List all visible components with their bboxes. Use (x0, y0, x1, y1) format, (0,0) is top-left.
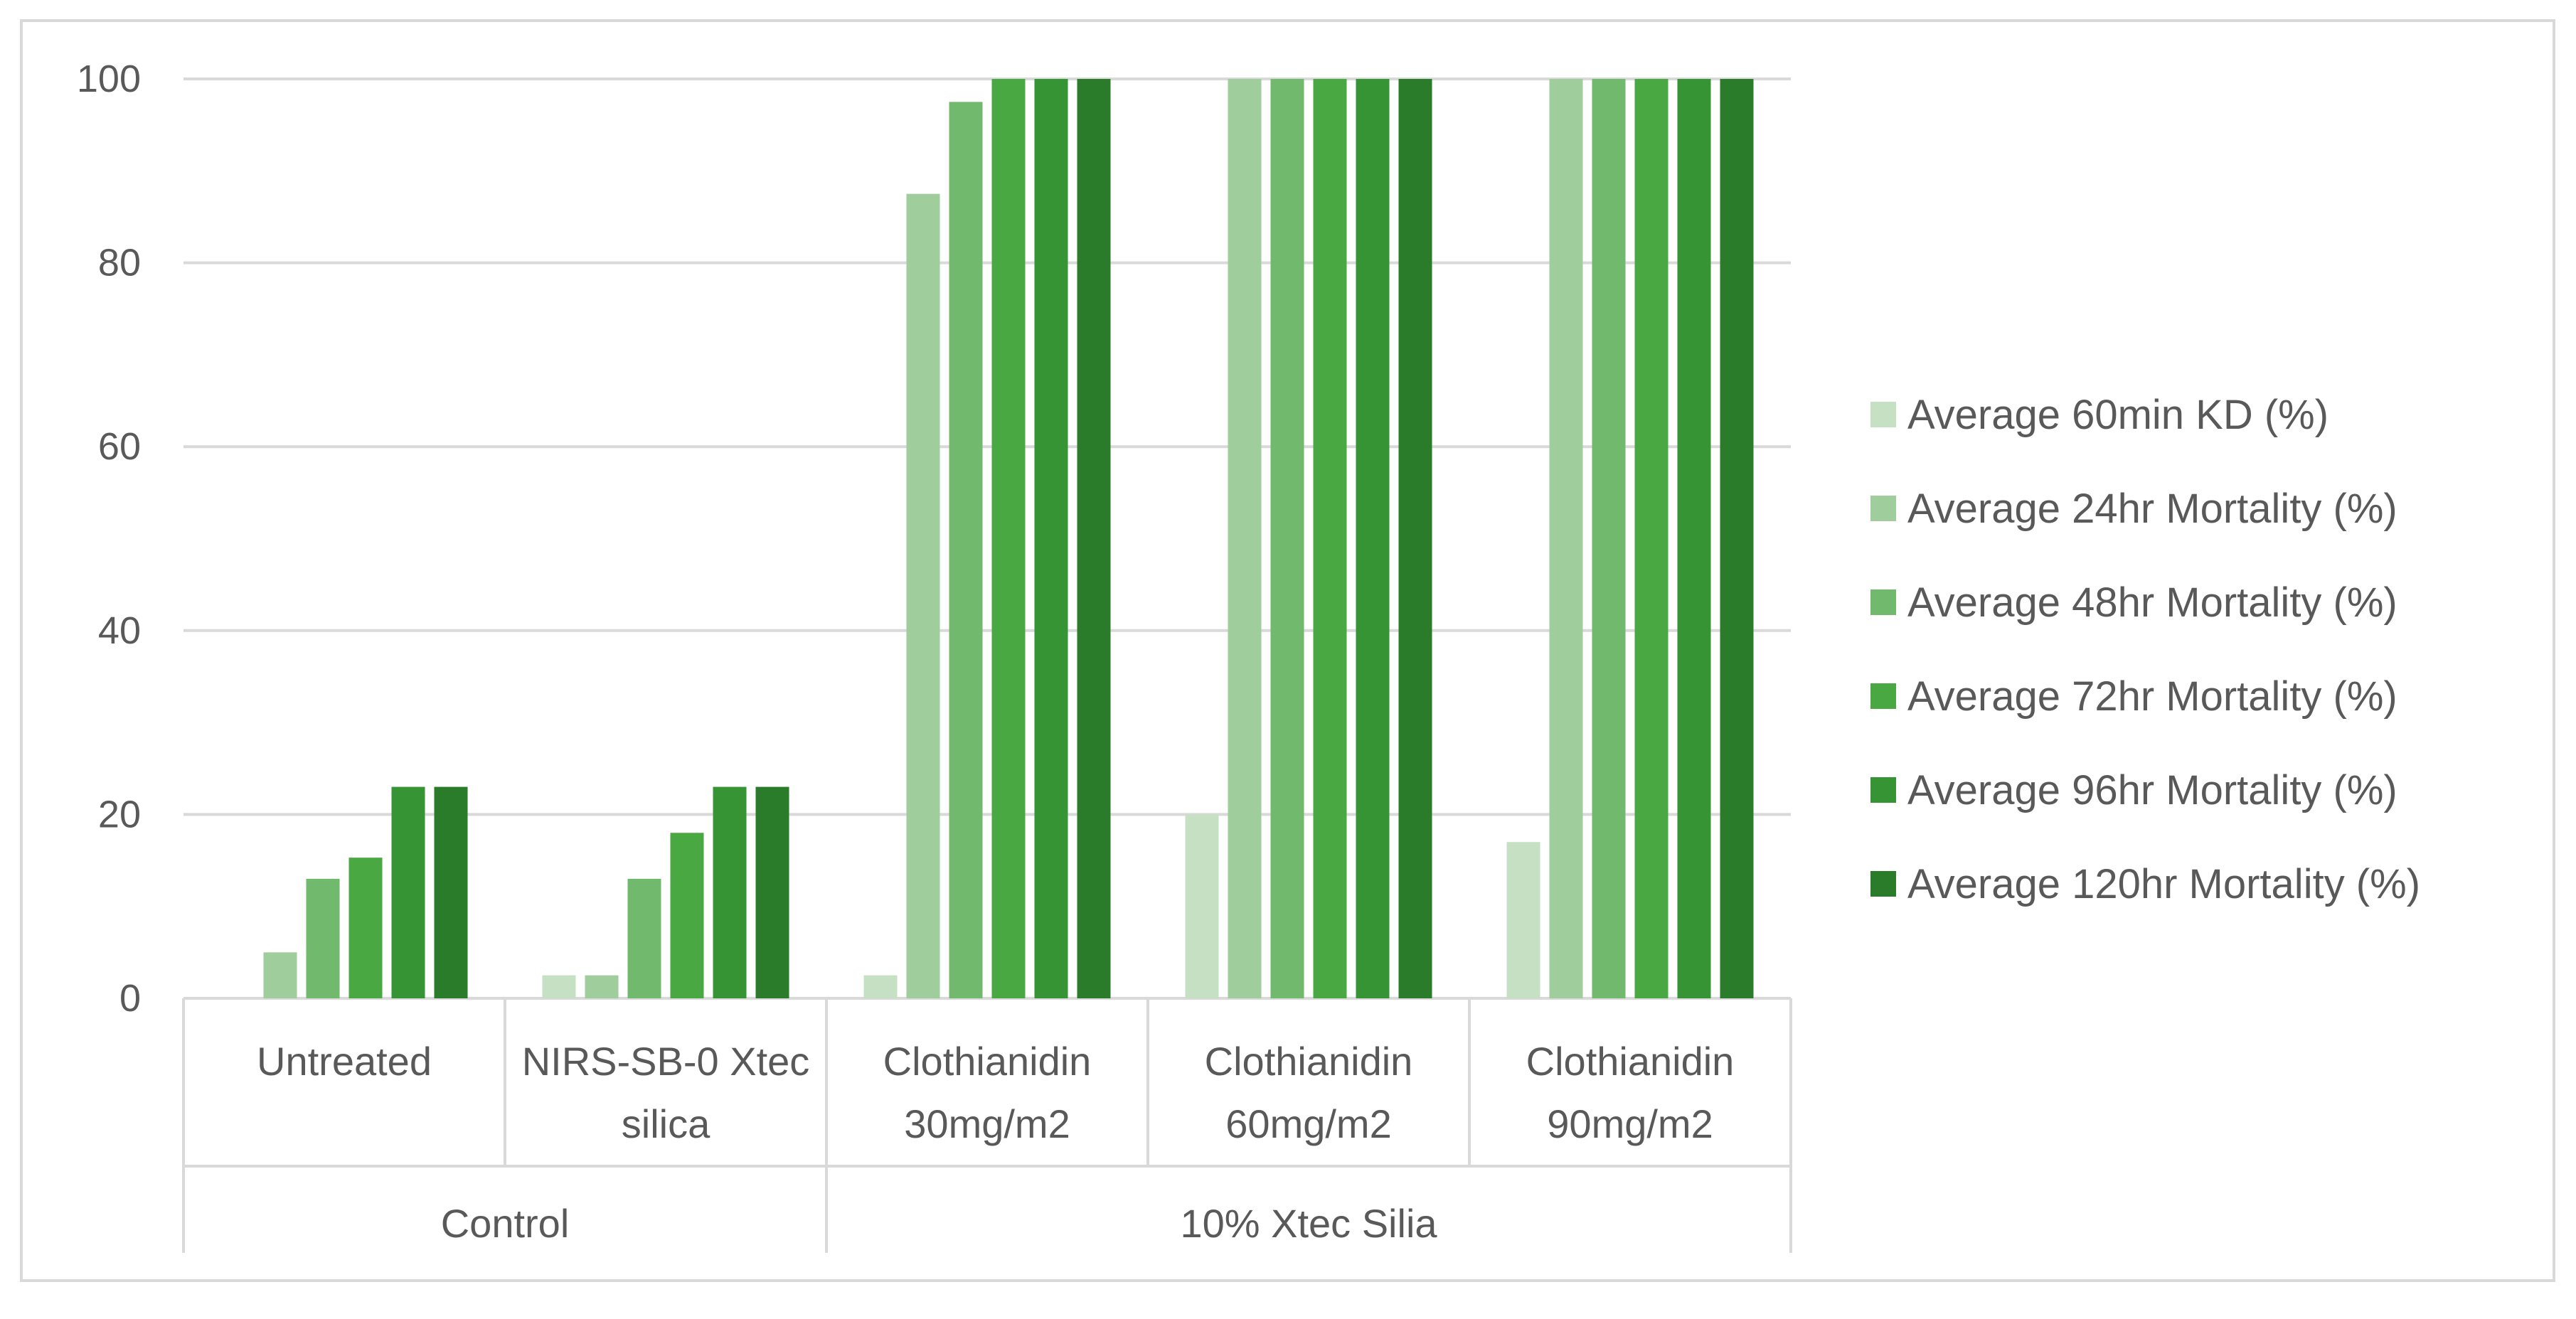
bar (434, 786, 468, 998)
category-label: 60mg/m2 (1225, 1101, 1391, 1146)
bar (1228, 79, 1262, 998)
bar (906, 193, 940, 998)
bar (755, 786, 789, 998)
bar (306, 878, 340, 998)
category-label: NIRS-SB-0 Xtec (522, 1039, 810, 1084)
bar (1034, 79, 1068, 998)
bar (1398, 79, 1432, 998)
legend-label: Average 60min KD (%) (1907, 392, 2328, 438)
y-tick-label: 0 (119, 977, 141, 1020)
legend-label: Average 72hr Mortality (%) (1907, 673, 2397, 720)
legend-swatch (1870, 402, 1896, 427)
bar (1506, 842, 1540, 998)
legend-label: Average 24hr Mortality (%) (1907, 486, 2397, 532)
category-label: Clothianidin (883, 1039, 1092, 1084)
category-label: 30mg/m2 (904, 1101, 1070, 1146)
bar (1677, 79, 1711, 998)
bar (585, 975, 619, 998)
y-tick-label: 60 (98, 425, 141, 468)
bar (949, 102, 983, 999)
bar (1356, 79, 1390, 998)
bar (863, 975, 898, 998)
y-tick-label: 20 (98, 793, 141, 835)
category-label: Clothianidin (1205, 1039, 1413, 1084)
category-label: Untreated (257, 1039, 432, 1084)
y-tick-label: 40 (98, 609, 141, 652)
bar (991, 79, 1026, 998)
bar (1592, 79, 1626, 998)
bar (713, 786, 747, 998)
group-label: 10% Xtec Silia (1180, 1201, 1437, 1246)
bar (670, 833, 704, 998)
legend-label: Average 96hr Mortality (%) (1907, 767, 2397, 813)
category-label: 90mg/m2 (1547, 1101, 1713, 1146)
legend-swatch (1870, 683, 1896, 709)
bar (391, 786, 425, 998)
legend-label: Average 48hr Mortality (%) (1907, 580, 2397, 626)
bar (1313, 79, 1347, 998)
category-label: silica (622, 1101, 710, 1146)
bar (1270, 79, 1304, 998)
legend-swatch (1870, 589, 1896, 615)
legend-swatch (1870, 496, 1896, 521)
bar (1549, 79, 1583, 998)
bar (263, 952, 297, 998)
legend-label: Average 120hr Mortality (%) (1907, 861, 2420, 907)
legend-swatch (1870, 871, 1896, 897)
bar (1634, 79, 1668, 998)
category-label: Clothianidin (1526, 1039, 1735, 1084)
y-tick-label: 100 (77, 58, 141, 100)
bar (1185, 814, 1219, 998)
y-tick-label: 80 (98, 242, 141, 284)
bar (627, 878, 661, 998)
bar (542, 975, 576, 998)
bar (1720, 79, 1754, 998)
bar (348, 858, 383, 998)
legend-swatch (1870, 777, 1896, 803)
bar (1077, 79, 1111, 998)
group-label: Control (441, 1201, 570, 1246)
